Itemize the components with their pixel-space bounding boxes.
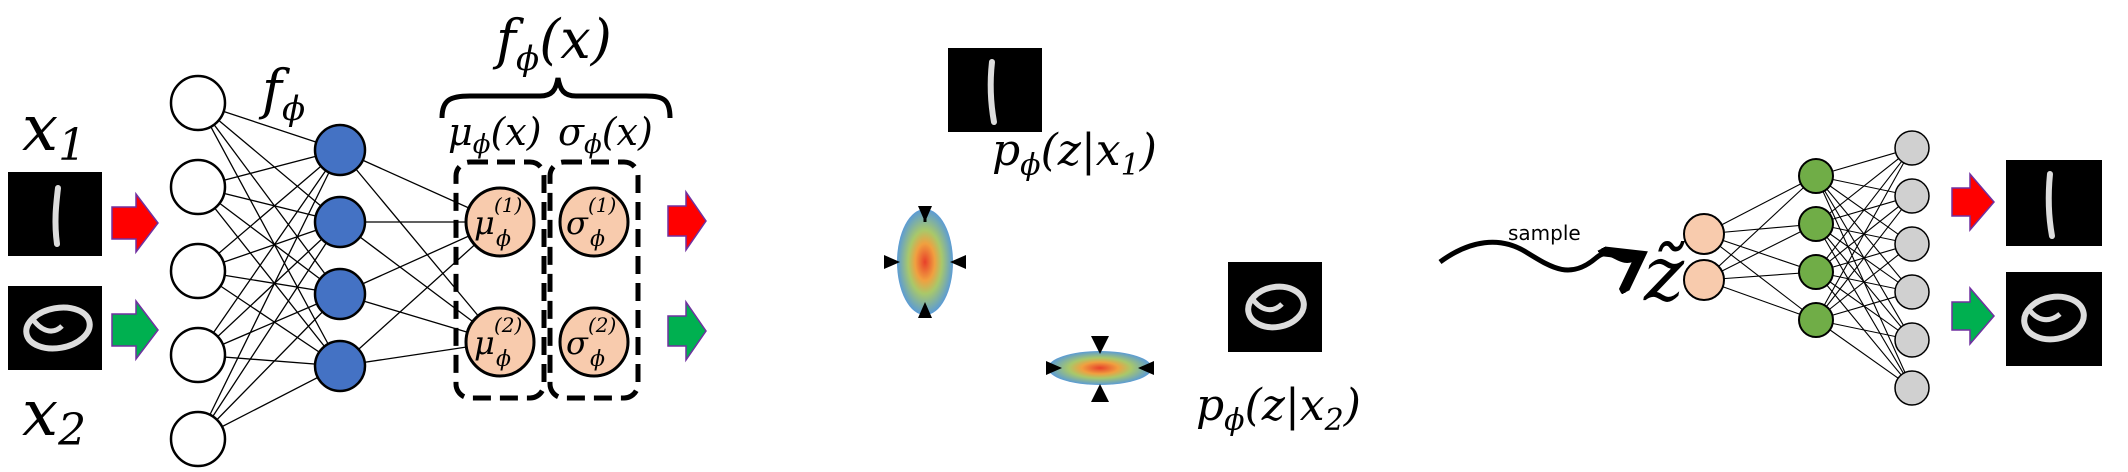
connection-line: [197, 149, 341, 272]
connection-line: [197, 102, 341, 223]
decoder-output-node: [1894, 370, 1930, 406]
svg-text:(2): (2): [588, 313, 616, 337]
p-phi-z-x2-label: pϕ(z|x2): [1196, 380, 1361, 438]
decoder-output-node: [1894, 130, 1930, 166]
svg-text:ϕ: ϕ: [590, 347, 605, 372]
sigma-dashed-box: [547, 159, 641, 401]
encoder-hidden-node: [313, 267, 367, 321]
red-encoder-output-arrow: [667, 189, 707, 253]
decoder-output-layer: [1894, 130, 1930, 406]
sigma-node-1: σ (1) ϕ: [558, 186, 630, 258]
decoder-output-node: [1894, 226, 1930, 262]
decoder-hidden-node: [1798, 302, 1834, 338]
input-image-x1: [8, 172, 102, 256]
x1-label: x1: [22, 92, 86, 171]
connection-line: [197, 102, 341, 367]
f-phi-label: fϕ: [258, 58, 305, 129]
x2-label: x2: [22, 377, 86, 456]
svg-text:μ: μ: [474, 324, 495, 362]
decoder-hidden-node: [1798, 206, 1834, 242]
output-brace: [439, 77, 673, 119]
gaussian-x1: [884, 206, 966, 318]
svg-text:ϕ: ϕ: [496, 347, 511, 372]
connection-line: [1815, 147, 1913, 225]
red-decoder-output-arrow: [1951, 171, 1995, 233]
encoder-input-node: [169, 326, 227, 384]
connection-line: [1815, 147, 1913, 273]
encoder-input-node: [169, 74, 227, 132]
output-image-x1: [2006, 160, 2102, 246]
decoder-hidden-layer: [1798, 158, 1834, 338]
connection-line: [197, 221, 341, 440]
encoder-input-node: [169, 242, 227, 300]
green-decoder-output-arrow: [1951, 285, 1995, 347]
mu-node-1: μ (1) ϕ: [464, 186, 536, 258]
mu-dashed-box: [453, 159, 547, 401]
sigma-phi-x-label: σϕ(x): [558, 110, 653, 160]
gaussian-x2: [1046, 336, 1154, 402]
svg-text:μ: μ: [474, 204, 495, 242]
p-phi-z-x1-label: pϕ(z|x1): [992, 125, 1157, 183]
svg-text:σ: σ: [566, 324, 589, 362]
connection-line: [197, 293, 341, 440]
svg-text:(1): (1): [494, 193, 522, 217]
f-phi-x-label: fϕ(x): [492, 8, 612, 79]
connection-line: [339, 149, 501, 343]
input-image-x2: [8, 286, 102, 370]
output-image-x2: [2006, 272, 2102, 366]
svg-text:ϕ: ϕ: [496, 227, 511, 252]
connection-line: [1815, 243, 1913, 321]
connection-line: [1703, 233, 1817, 321]
connection-line: [197, 186, 341, 295]
connection-line: [197, 270, 341, 367]
encoder-hidden-node: [313, 195, 367, 249]
z-tilde-label: z̃: [1643, 229, 1685, 318]
sample-label: sample: [1508, 221, 1581, 245]
decoder-hidden-node: [1798, 158, 1834, 194]
decoder-output-node: [1894, 178, 1930, 214]
connection-line: [197, 149, 341, 356]
encoder-hidden-node: [313, 123, 367, 177]
decoder-output-node: [1894, 274, 1930, 310]
connection-line: [339, 221, 501, 367]
sigma-node-2: σ (2) ϕ: [558, 306, 630, 378]
connection-line: [197, 221, 341, 356]
mu-node-2: μ (2) ϕ: [464, 306, 536, 378]
red-input-arrow: [111, 191, 159, 255]
connection-line: [197, 102, 341, 295]
connection-line: [1815, 319, 1913, 389]
connection-line: [197, 149, 341, 440]
svg-text:ϕ: ϕ: [590, 227, 605, 252]
latent-image-x1: [948, 48, 1042, 132]
svg-text:σ: σ: [566, 204, 589, 242]
connection-line: [197, 186, 341, 367]
green-input-arrow: [111, 298, 159, 362]
encoder-hidden-layer: [313, 123, 367, 393]
decoder-output-node: [1894, 322, 1930, 358]
svg-text:(2): (2): [494, 313, 522, 337]
connection-line: [1703, 175, 1817, 281]
encoder-hidden-node: [313, 339, 367, 393]
connection-line: [1703, 175, 1817, 235]
decoder-latent-node: [1683, 213, 1725, 255]
sample-arrow: [1438, 239, 1636, 270]
encoder-input-node: [169, 410, 227, 468]
decoder-hidden-node: [1798, 254, 1834, 290]
decoder-latent-node: [1683, 259, 1725, 301]
connection-line: [1815, 147, 1913, 321]
decoder-latent-layer: [1683, 213, 1725, 301]
svg-text:(1): (1): [588, 193, 616, 217]
mu-phi-x-label: μϕ(x): [448, 110, 542, 160]
encoder-input-node: [169, 158, 227, 216]
green-encoder-output-arrow: [667, 299, 707, 363]
encoder-input-layer: [169, 74, 227, 468]
latent-image-x2: [1228, 262, 1322, 352]
connection-line: [1815, 195, 1913, 321]
